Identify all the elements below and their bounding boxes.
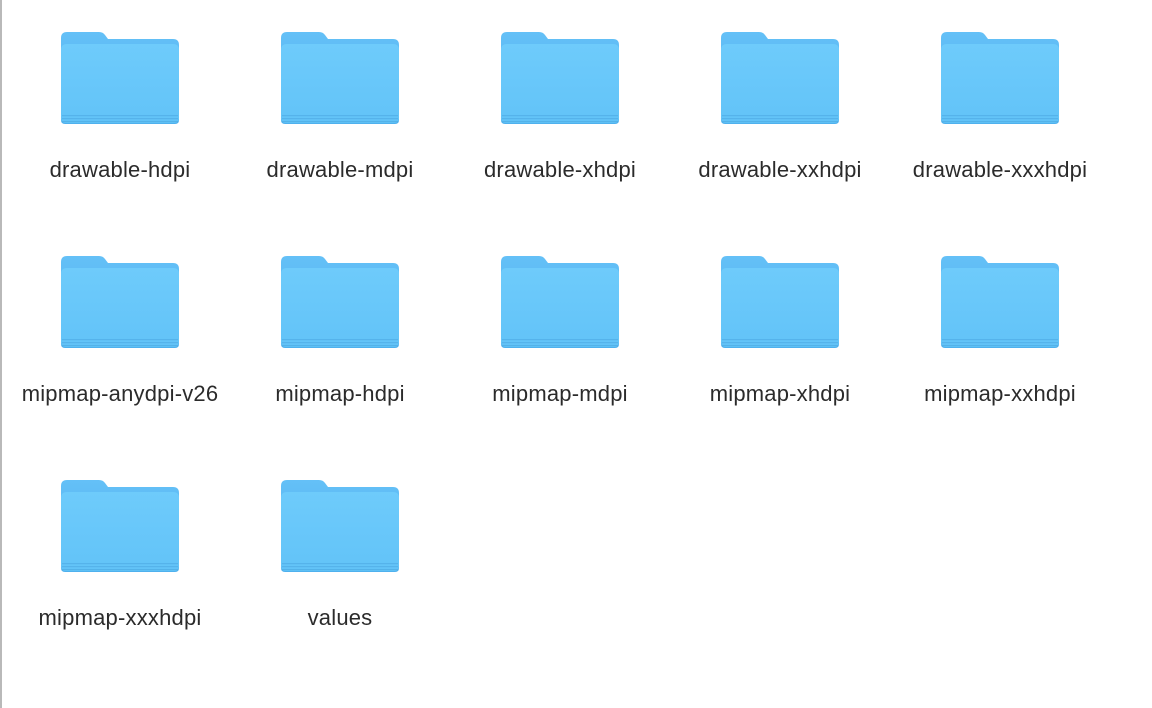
folder-item[interactable]: drawable-xxxhdpi bbox=[890, 28, 1110, 252]
folder-grid: drawable-hdpi drawable-mdpi drawable-xhd… bbox=[10, 28, 1110, 700]
folder-label: drawable-mdpi bbox=[266, 157, 414, 182]
folder-item[interactable]: mipmap-xxhdpi bbox=[890, 252, 1110, 476]
folder-icon bbox=[721, 32, 839, 124]
folder-icon bbox=[501, 32, 619, 124]
folder-icon bbox=[281, 256, 399, 348]
folder-icon bbox=[61, 480, 179, 572]
folder-label: drawable-hdpi bbox=[49, 157, 191, 182]
folder-label: drawable-xxxhdpi bbox=[912, 157, 1088, 182]
folder-icon bbox=[61, 32, 179, 124]
folder-icon bbox=[501, 256, 619, 348]
folder-label: drawable-xhdpi bbox=[484, 157, 636, 182]
folder-item[interactable]: mipmap-xxxhdpi bbox=[10, 476, 230, 700]
folder-item[interactable]: mipmap-mdpi bbox=[450, 252, 670, 476]
window-left-border bbox=[0, 0, 2, 708]
folder-item[interactable]: values bbox=[230, 476, 450, 700]
folder-item[interactable]: mipmap-hdpi bbox=[230, 252, 450, 476]
folder-icon bbox=[281, 480, 399, 572]
folder-item[interactable]: mipmap-xhdpi bbox=[670, 252, 890, 476]
folder-label: mipmap-mdpi bbox=[492, 381, 628, 406]
folder-item[interactable]: drawable-mdpi bbox=[230, 28, 450, 252]
folder-label: mipmap-xxxhdpi bbox=[38, 605, 202, 630]
folder-item[interactable]: mipmap-anydpi-v26 bbox=[10, 252, 230, 476]
folder-icon bbox=[281, 32, 399, 124]
folder-icon bbox=[941, 32, 1059, 124]
folder-icon bbox=[941, 256, 1059, 348]
folder-label: drawable-xxhdpi bbox=[698, 157, 862, 182]
folder-item[interactable]: drawable-xhdpi bbox=[450, 28, 670, 252]
folder-label: values bbox=[307, 605, 373, 630]
folder-label: mipmap-anydpi-v26 bbox=[21, 381, 219, 406]
folder-item[interactable]: drawable-hdpi bbox=[10, 28, 230, 252]
folder-icon bbox=[61, 256, 179, 348]
folder-label: mipmap-xhdpi bbox=[709, 381, 851, 406]
folder-label: mipmap-hdpi bbox=[275, 381, 405, 406]
folder-item[interactable]: drawable-xxhdpi bbox=[670, 28, 890, 252]
folder-label: mipmap-xxhdpi bbox=[924, 381, 1076, 406]
folder-icon bbox=[721, 256, 839, 348]
